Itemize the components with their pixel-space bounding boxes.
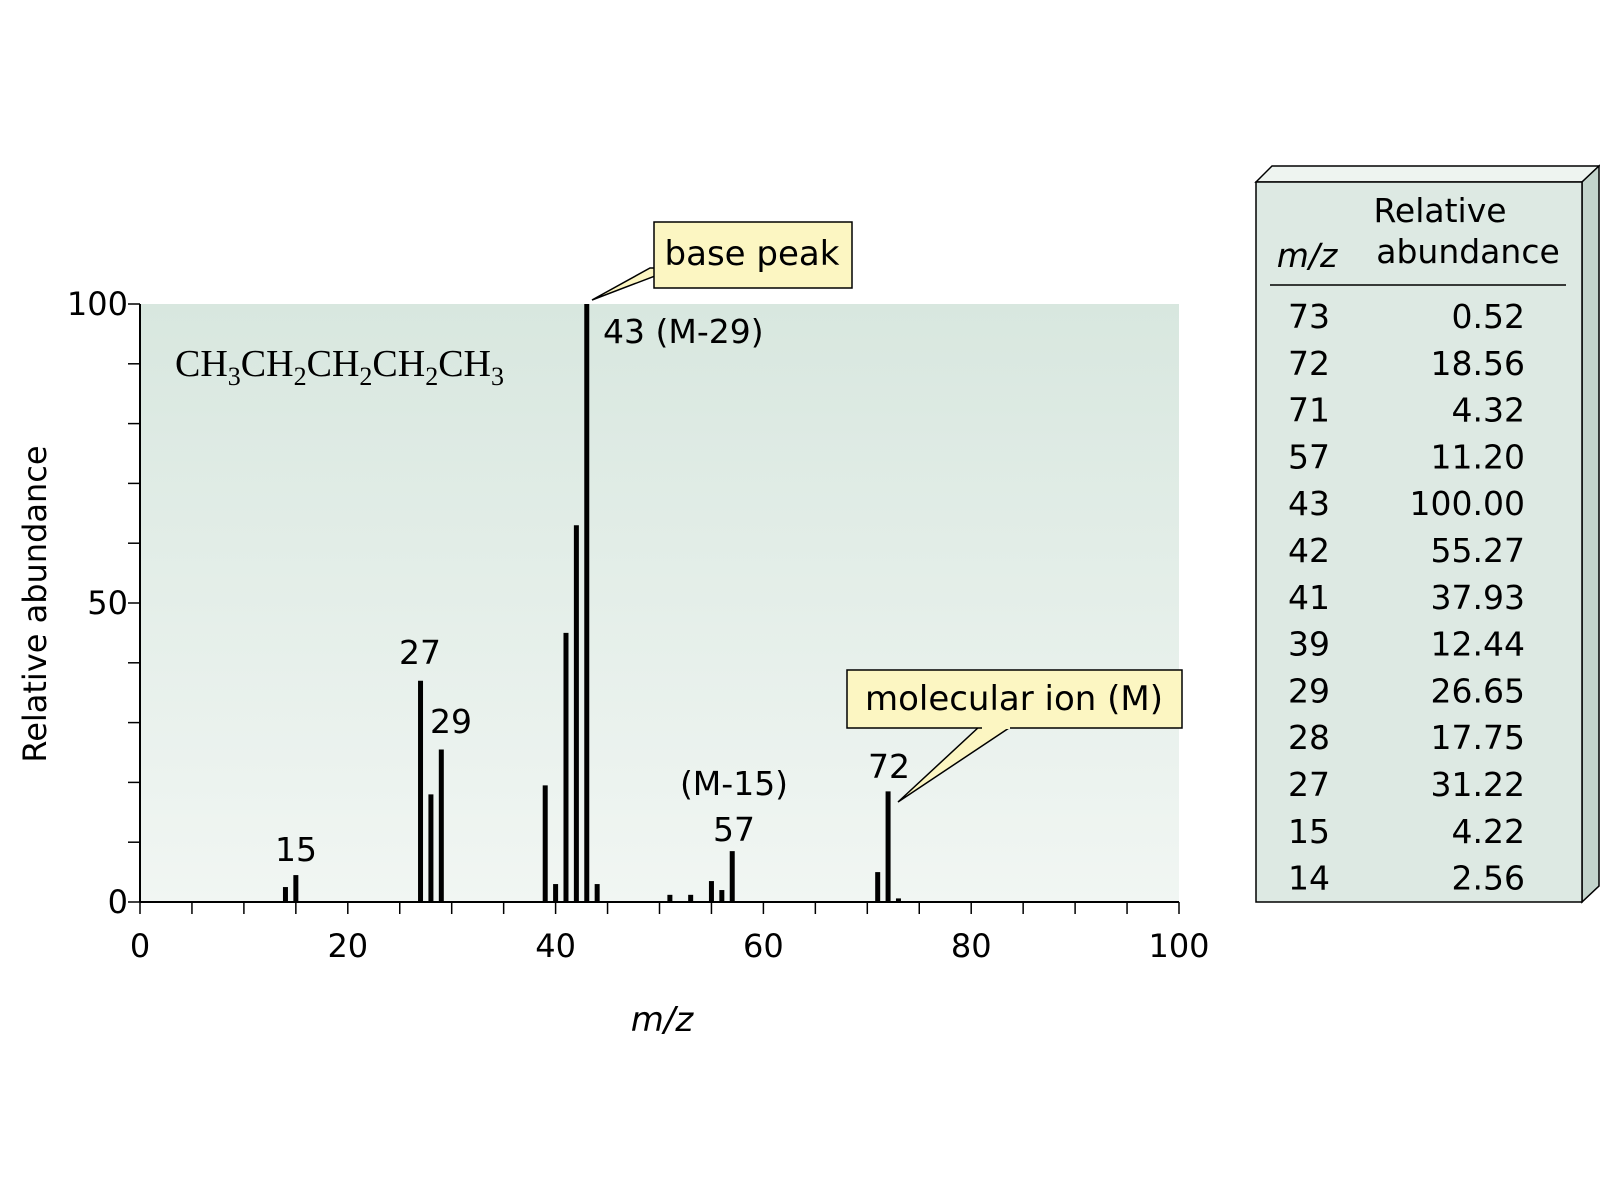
table-row: 39 12.44 bbox=[1288, 625, 1525, 664]
plot-background bbox=[140, 304, 1179, 902]
table-cell-abundance: 2.56 bbox=[1452, 859, 1525, 898]
table-cell-mz: 28 bbox=[1288, 718, 1330, 757]
x-tick-label: 80 bbox=[951, 927, 992, 965]
x-tick-label: 0 bbox=[130, 927, 150, 965]
table-cell-mz: 71 bbox=[1288, 391, 1330, 430]
table-cell-abundance: 12.44 bbox=[1431, 625, 1525, 664]
peak-label-27: 27 bbox=[399, 633, 441, 672]
table-row: 15 4.22 bbox=[1288, 812, 1525, 851]
table-header-mz: m/z bbox=[1277, 236, 1338, 275]
peak-label-57: 57 bbox=[713, 810, 755, 849]
table-cell-abundance: 55.27 bbox=[1431, 531, 1525, 570]
table-top-bevel bbox=[1254, 165, 1600, 183]
callout-molecular-ion-box bbox=[846, 669, 1183, 729]
table-cell-mz: 39 bbox=[1288, 625, 1330, 664]
callout-base-peak-text: base peak bbox=[665, 234, 840, 274]
callout-base-peak-box bbox=[653, 221, 853, 289]
table-panel bbox=[1255, 181, 1583, 903]
peak-bars bbox=[282, 304, 901, 902]
table-cell-mz: 43 bbox=[1288, 484, 1330, 523]
table-row: 27 31.22 bbox=[1288, 765, 1525, 804]
peak-label-57: (M-15) bbox=[680, 764, 788, 803]
callout-molecular-ion-text: molecular ion (M) bbox=[865, 679, 1163, 719]
table-row: 57 11.20 bbox=[1288, 437, 1525, 476]
table-cell-mz: 57 bbox=[1288, 437, 1330, 476]
table-cell-mz: 42 bbox=[1288, 531, 1330, 570]
y-tick-label: 50 bbox=[87, 584, 128, 622]
table-cell-abundance: 18.56 bbox=[1431, 344, 1525, 383]
table-header-abundance-line1: Relative bbox=[1373, 191, 1506, 230]
table-row: 14 2.56 bbox=[1288, 859, 1525, 898]
table-cell-mz: 14 bbox=[1288, 859, 1330, 898]
table-cell-abundance: 37.93 bbox=[1431, 578, 1525, 617]
y-tick-label: 100 bbox=[67, 285, 128, 323]
table-cell-mz: 29 bbox=[1288, 671, 1330, 710]
table-cell-mz: 27 bbox=[1288, 765, 1330, 804]
peak-label-15: 15 bbox=[275, 830, 317, 869]
peak-label-29: 29 bbox=[430, 702, 472, 741]
peak-labels: 15 27 29 43 (M-29) 57 (M-15) 72 bbox=[275, 312, 910, 869]
table-cell-abundance: 4.32 bbox=[1452, 391, 1525, 430]
table-row: 28 17.75 bbox=[1288, 718, 1525, 757]
table-row: 41 37.93 bbox=[1288, 578, 1525, 617]
table-cell-mz: 15 bbox=[1288, 812, 1330, 851]
table-row: 73 0.52 bbox=[1288, 297, 1525, 336]
table-cell-mz: 41 bbox=[1288, 578, 1330, 617]
table-row: 72 18.56 bbox=[1288, 344, 1525, 383]
table-cell-abundance: 17.75 bbox=[1431, 718, 1525, 757]
x-axis-label: m/z bbox=[631, 1000, 695, 1040]
table-cell-abundance: 26.65 bbox=[1431, 671, 1525, 710]
x-tick-label: 60 bbox=[743, 927, 784, 965]
callout-molecular-ion: molecular ion (M) bbox=[846, 669, 1183, 803]
table-cell-abundance: 0.52 bbox=[1452, 297, 1525, 336]
y-tick-label: 0 bbox=[108, 883, 128, 921]
table-row: 43 100.00 bbox=[1288, 484, 1525, 523]
table-cell-abundance: 31.22 bbox=[1431, 765, 1525, 804]
y-axis-label: Relative abundance bbox=[16, 445, 54, 762]
table-cell-mz: 73 bbox=[1288, 297, 1330, 336]
table-row: 42 55.27 bbox=[1288, 531, 1525, 570]
table-header-abundance-line2: abundance bbox=[1376, 232, 1560, 271]
peak-label-72: 72 bbox=[868, 747, 910, 786]
callout-base-peak: base peak bbox=[591, 221, 853, 301]
table-cell-abundance: 4.22 bbox=[1452, 812, 1525, 851]
peak-label-43: 43 (M-29) bbox=[603, 312, 764, 351]
table-row: 71 4.32 bbox=[1288, 391, 1525, 430]
x-tick-label: 100 bbox=[1148, 927, 1209, 965]
table-cell-abundance: 11.20 bbox=[1431, 437, 1525, 476]
table-cell-abundance: 100.00 bbox=[1410, 484, 1525, 523]
axes: 0 20 40 60 80 100 0 50 100 bbox=[67, 285, 1210, 965]
molecular-formula: CH3CH2CH2CH2CH3 bbox=[175, 343, 504, 391]
table-row: 29 26.65 bbox=[1288, 671, 1525, 710]
table-side-bevel bbox=[1581, 164, 1600, 904]
table-cell-mz: 72 bbox=[1288, 344, 1330, 383]
x-tick-label: 40 bbox=[535, 927, 576, 965]
x-tick-label: 20 bbox=[327, 927, 368, 965]
